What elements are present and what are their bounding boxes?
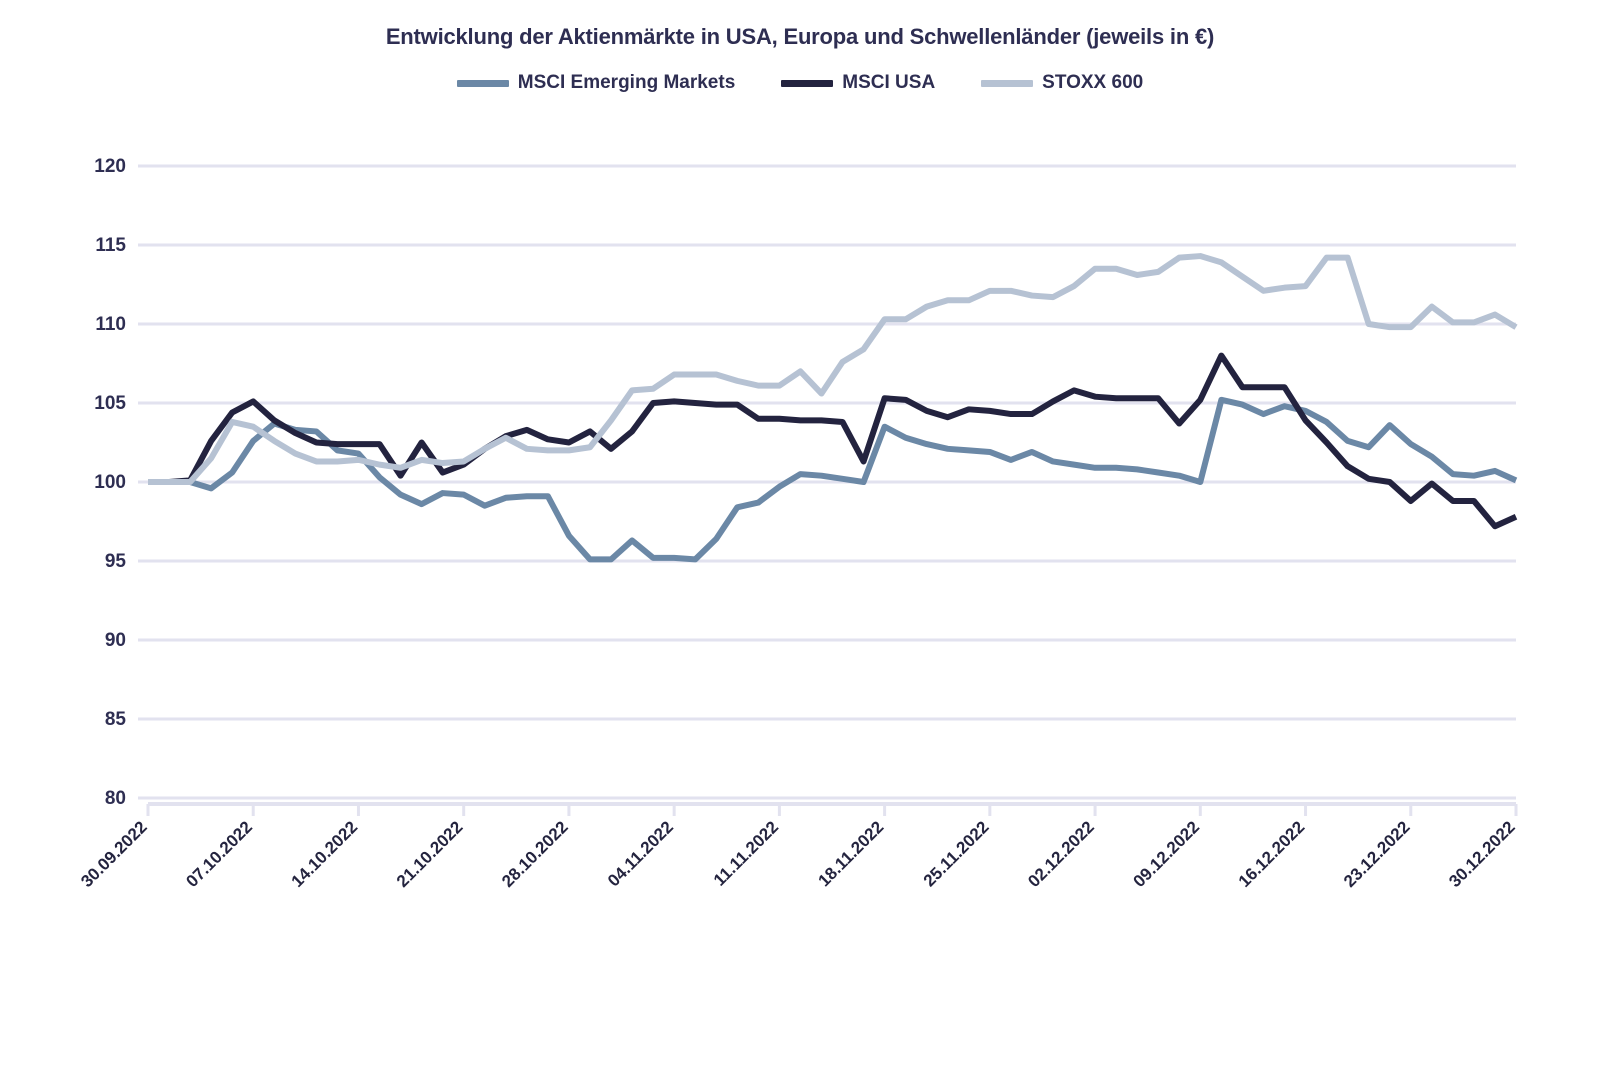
legend-label-msci-usa: MSCI USA: [842, 72, 936, 93]
series-line-msci-emerging-markets: [148, 396, 1518, 563]
gridlines: [138, 164, 1516, 800]
x-tick-label: 18.11.2022: [815, 817, 888, 890]
series-line-msci-usa: [148, 352, 1518, 530]
legend-item-stoxx-600[interactable]: STOXX 600: [981, 72, 1143, 94]
x-tick-label: 21.10.2022: [393, 817, 467, 891]
x-tick-label: 07.10.2022: [182, 817, 256, 891]
x-tick-label: 30.12.2022: [1445, 817, 1519, 891]
legend-swatch-msci-emerging-markets: [456, 79, 509, 87]
y-tick-label: 100: [94, 472, 126, 493]
y-axis-labels: 120 115 110 105 100 95 90 85 80: [94, 156, 126, 809]
y-tick-label: 110: [95, 314, 126, 335]
legend-item-msci-emerging-markets[interactable]: MSCI Emerging Markets: [456, 72, 736, 94]
chart-legend: MSCI Emerging Markets MSCI USA STOXX 600: [0, 72, 1600, 94]
x-tick-label: 02.12.2022: [1024, 817, 1098, 891]
series-line-stoxx-600: [148, 253, 1518, 485]
y-tick-label: 95: [105, 551, 127, 572]
x-tick-label: 11.11.2022: [710, 817, 782, 889]
x-tick-label: 25.11.2022: [920, 817, 993, 890]
x-tick-label: 30.09.2022: [77, 817, 151, 891]
y-tick-label: 80: [105, 788, 126, 809]
x-tick-label: 28.10.2022: [498, 817, 572, 891]
y-tick-label: 90: [105, 630, 126, 651]
y-tick-label: 85: [105, 709, 127, 730]
legend-label-stoxx-600: STOXX 600: [1042, 72, 1144, 93]
legend-label-msci-emerging-markets: MSCI Emerging Markets: [517, 72, 736, 93]
data-series: [148, 253, 1518, 563]
x-tick-label: 23.12.2022: [1340, 817, 1414, 891]
x-tick-label: 14.10.2022: [288, 817, 362, 891]
y-tick-label: 120: [94, 156, 126, 177]
legend-swatch-stoxx-600: [981, 79, 1034, 87]
x-axis: [146, 802, 1518, 816]
legend-swatch-msci-usa: [781, 79, 834, 87]
legend-item-msci-usa[interactable]: MSCI USA: [781, 72, 935, 94]
x-axis-labels: 30.09.2022 07.10.2022 14.10.2022 21.10.2022…: [77, 817, 1519, 891]
x-tick-label: 04.11.2022: [604, 817, 677, 890]
y-tick-label: 115: [95, 235, 126, 256]
x-tick-label: 09.12.2022: [1130, 817, 1204, 891]
x-tick-label: 16.12.2022: [1235, 817, 1309, 891]
y-tick-label: 105: [94, 393, 126, 414]
chart-title: Entwicklung der Aktienmärkte in USA, Eur…: [385, 24, 1215, 49]
